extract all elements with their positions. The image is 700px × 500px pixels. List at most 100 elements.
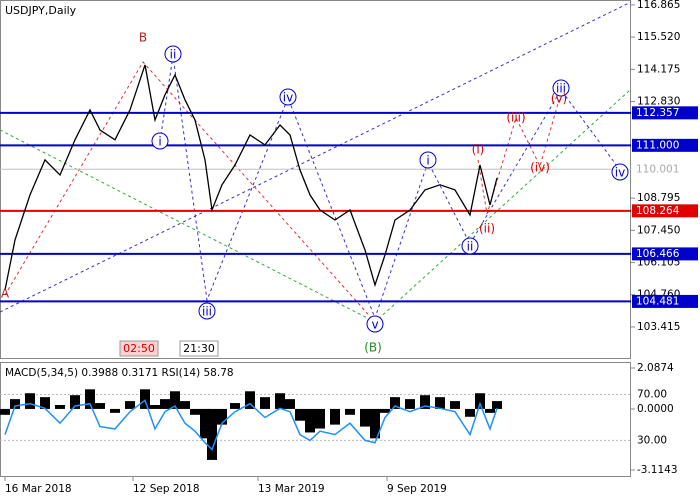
wave-label: B bbox=[139, 31, 147, 45]
level-label: 108.264 bbox=[636, 205, 680, 217]
level-box bbox=[632, 294, 698, 308]
wave-label: (iv) bbox=[530, 161, 550, 175]
macd-bar bbox=[110, 408, 120, 413]
y-tick-label: 108.795 bbox=[637, 192, 680, 204]
wave-label: iii bbox=[202, 305, 212, 319]
wave-circle bbox=[164, 45, 182, 63]
macd-bar bbox=[190, 408, 200, 415]
wave-label: (i) bbox=[472, 143, 485, 157]
wave-label: iv bbox=[615, 166, 625, 180]
macd-bar bbox=[492, 401, 502, 409]
wave-label: (B) bbox=[364, 341, 382, 355]
level-box bbox=[632, 162, 698, 176]
wave-label: i bbox=[426, 154, 429, 168]
wave-label: (ii) bbox=[479, 222, 495, 236]
wave-label: i bbox=[158, 135, 161, 149]
macd-bar bbox=[95, 403, 105, 409]
macd-bar bbox=[435, 397, 445, 409]
wave-label: (v) bbox=[551, 92, 567, 106]
wave-label: A bbox=[1, 287, 10, 301]
macd-bar bbox=[230, 403, 240, 409]
main-panel bbox=[0, 0, 631, 359]
wave-line bbox=[477, 99, 560, 215]
wave-label: iii bbox=[556, 82, 566, 96]
level-label: 111.000 bbox=[636, 139, 679, 151]
level-label: 112.357 bbox=[636, 107, 679, 119]
macd-bar bbox=[390, 397, 400, 409]
macd-bar bbox=[450, 401, 460, 409]
macd-bar bbox=[315, 408, 325, 429]
level-box bbox=[632, 138, 698, 152]
macd-bar bbox=[405, 399, 415, 409]
macd-bar bbox=[420, 395, 430, 409]
level-label: 106.466 bbox=[636, 248, 680, 260]
wave-circle bbox=[366, 315, 384, 333]
macd-bar bbox=[345, 408, 355, 415]
macd-bar bbox=[10, 399, 20, 409]
y-tick-label: 116.865 bbox=[637, 0, 680, 11]
x-tick-label: 16 Mar 2018 bbox=[5, 483, 72, 495]
time-label: 02:50 bbox=[123, 342, 155, 355]
macd-bar bbox=[180, 401, 190, 409]
time-label: 21:30 bbox=[183, 342, 215, 355]
macd-bar bbox=[55, 405, 65, 409]
y-tick-label: 115.520 bbox=[637, 31, 680, 43]
price-line bbox=[4, 64, 498, 291]
wave-circle bbox=[279, 88, 297, 106]
y-tick-label: 114.175 bbox=[637, 63, 680, 75]
macd-bar bbox=[475, 393, 485, 409]
wave-label: iv bbox=[283, 91, 293, 105]
macd-bar bbox=[85, 389, 95, 409]
level-box bbox=[632, 106, 698, 120]
x-tick-label: 9 Sep 2019 bbox=[387, 483, 447, 495]
rsi-line bbox=[4, 399, 498, 451]
x-tick-label: 12 Sep 2018 bbox=[133, 483, 200, 495]
macd-bar bbox=[295, 408, 305, 421]
level-box bbox=[632, 247, 698, 261]
wave-label: v bbox=[371, 318, 378, 332]
x-tick-label: 13 Mar 2019 bbox=[258, 483, 325, 495]
macd-bar bbox=[125, 401, 135, 409]
indicator-title: MACD(5,34,5) 0.3988 0.3171 RSI(14) 58.78 bbox=[5, 367, 234, 379]
macd-bar bbox=[330, 408, 340, 425]
macd-bar bbox=[70, 395, 80, 409]
macd-bar bbox=[245, 391, 255, 409]
macd-bar bbox=[40, 397, 50, 409]
y2-tick-label: 30.00 bbox=[637, 434, 667, 446]
macd-bar bbox=[465, 408, 475, 417]
macd-bar bbox=[380, 408, 390, 413]
macd-bar bbox=[370, 408, 380, 439]
level-label: 110.001 bbox=[636, 163, 679, 175]
macd-bar bbox=[25, 393, 35, 409]
macd-bar bbox=[0, 408, 10, 415]
chart-title: USDJPY,Daily bbox=[5, 4, 77, 17]
wave-line bbox=[4, 61, 376, 323]
y-tick-label: 112.830 bbox=[637, 96, 680, 108]
y-tick-label: 0.0000 bbox=[637, 403, 674, 415]
macd-bar bbox=[200, 408, 210, 439]
wave-circle bbox=[198, 302, 216, 320]
macd-bar bbox=[140, 389, 150, 409]
time-box bbox=[179, 340, 219, 357]
wave-label: ii bbox=[467, 240, 474, 254]
y-tick-label: 107.450 bbox=[637, 224, 680, 236]
time-box bbox=[119, 340, 159, 357]
macd-bar bbox=[260, 397, 270, 409]
wave-circle bbox=[151, 132, 169, 150]
y2-tick-label: 70.00 bbox=[637, 389, 667, 401]
wave-label: ii bbox=[170, 48, 177, 62]
y-tick-label: -3.1143 bbox=[637, 464, 678, 476]
y-tick-label: 2.0874 bbox=[637, 362, 674, 374]
wave-circle bbox=[461, 237, 479, 255]
macd-bar bbox=[285, 399, 295, 409]
y-tick-label: 103.415 bbox=[637, 321, 680, 333]
macd-bar bbox=[207, 408, 217, 460]
macd-bar bbox=[485, 408, 495, 413]
level-box bbox=[632, 204, 698, 218]
macd-bar bbox=[150, 405, 160, 409]
macd-bar bbox=[305, 408, 315, 433]
wave-circle bbox=[419, 151, 437, 169]
macd-bar bbox=[160, 399, 170, 409]
macd-bar bbox=[360, 408, 370, 427]
